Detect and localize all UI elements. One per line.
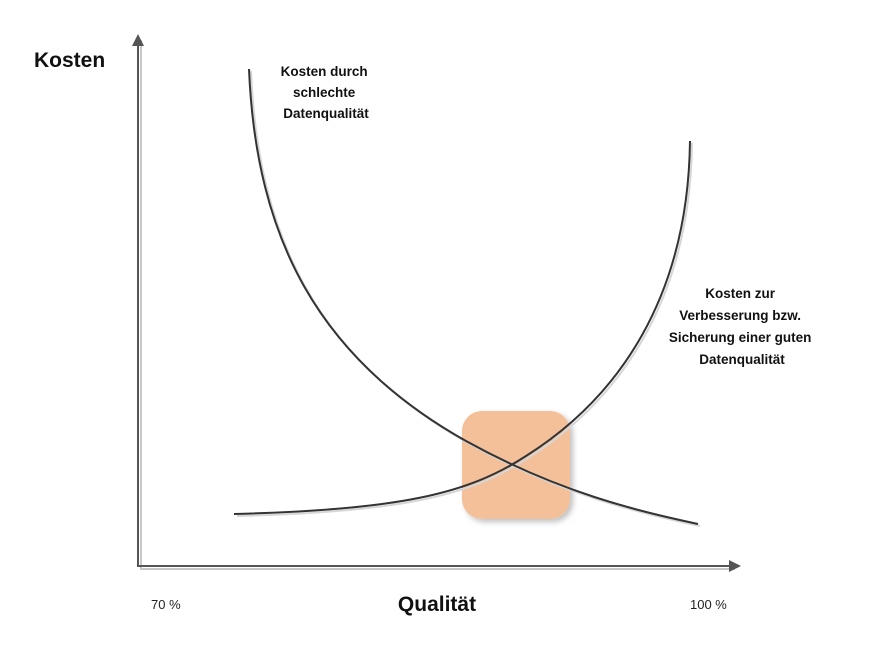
x-tick-min-label: 70 % [151,597,181,612]
x-axis-label: Qualität [398,593,476,616]
curve-bad-quality-label: Kosten durch schlechte Datenqualität [281,64,372,121]
curve-improvement-label-line: Verbesserung bzw. [679,308,801,323]
curve-bad-quality-label-line: Kosten durch [281,64,368,79]
curve-bad-quality-label-line: Datenqualität [283,106,369,121]
curve-improvement-costs [233,140,691,515]
curve-improvement-label-line: Sicherung einer guten [669,330,812,345]
curve-bad-quality-costs [248,68,699,525]
x-tick-max-label: 100 % [690,597,727,612]
x-axis-arrow-icon [729,560,741,572]
curve-bad-quality-label-line: schlechte [293,85,356,100]
curve-improvement-label-line: Datenqualität [699,352,785,367]
y-axis-label: Kosten [34,49,105,72]
y-axis-arrow-icon [132,34,144,46]
curve-improvement-label-line: Kosten zur [705,286,776,301]
curve-improvement-label: Kosten zur Verbesserung bzw. Sicherung e… [669,286,815,367]
